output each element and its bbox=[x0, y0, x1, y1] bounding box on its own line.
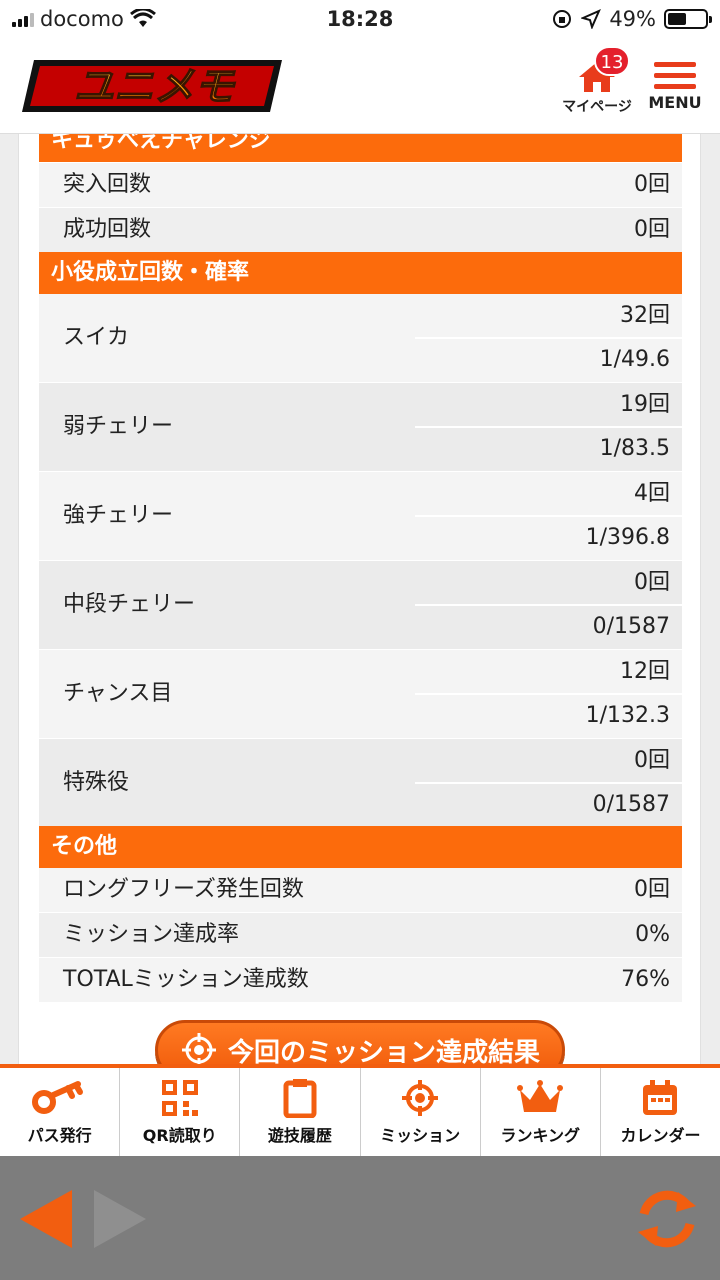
back-arrow-icon[interactable] bbox=[18, 1188, 74, 1250]
stat-label: ロングフリーズ発生回数 bbox=[63, 877, 304, 902]
tab-calendar[interactable]: カレンダー bbox=[601, 1068, 720, 1156]
stat-value: 0回 bbox=[634, 172, 670, 197]
tab-pass[interactable]: パス発行 bbox=[0, 1068, 121, 1156]
stat-row: ミッション達成率 0% bbox=[39, 913, 682, 957]
role-count: 32回 bbox=[620, 303, 670, 328]
tab-qr[interactable]: QR読取り bbox=[120, 1068, 241, 1156]
stat-row: TOTALミッション達成数 76% bbox=[39, 958, 682, 1002]
stat-row: ロングフリーズ発生回数 0回 bbox=[39, 868, 682, 912]
mission-result-label: 今回のミッション達成結果 bbox=[227, 1037, 540, 1065]
role-label: チャンス目 bbox=[63, 681, 173, 706]
section-title-challenge: キュゥべえチャレンジ bbox=[39, 134, 682, 162]
carrier-info: docomo bbox=[12, 7, 156, 31]
tab-label: パス発行 bbox=[27, 1126, 92, 1145]
stat-label: 成功回数 bbox=[63, 217, 152, 242]
tab-label: 遊技履歴 bbox=[267, 1126, 332, 1145]
tab-ranking[interactable]: ランキング bbox=[481, 1068, 601, 1156]
stat-row: 突入回数 0回 bbox=[39, 163, 682, 207]
role-row: 弱チェリー 19回 1/83.5 bbox=[39, 383, 682, 471]
role-label: 弱チェリー bbox=[63, 414, 174, 439]
section-title-roles: 小役成立回数・確率 bbox=[39, 252, 682, 294]
stat-value: 0回 bbox=[634, 217, 670, 242]
role-label: 強チェリー bbox=[63, 503, 174, 528]
role-rate: 0/1587 bbox=[592, 614, 670, 639]
role-rate: 0/1587 bbox=[592, 792, 670, 817]
reload-icon[interactable] bbox=[632, 1184, 702, 1254]
stat-value: 0% bbox=[635, 922, 670, 947]
role-row: 特殊役 0回 0/1587 bbox=[39, 739, 682, 827]
qr-icon bbox=[161, 1080, 198, 1116]
menu-button[interactable]: MENU bbox=[646, 62, 704, 112]
clock: 18:28 bbox=[326, 7, 394, 31]
forward-arrow-icon[interactable] bbox=[92, 1188, 148, 1250]
role-count: 19回 bbox=[620, 392, 670, 417]
logo-text: ユニメモ bbox=[74, 64, 236, 110]
browser-toolbar bbox=[0, 1156, 720, 1280]
tab-mission[interactable]: ミッション bbox=[361, 1068, 481, 1156]
role-row: スイカ 32回 1/49.6 bbox=[39, 294, 682, 382]
menu-label: MENU bbox=[648, 93, 702, 112]
mypage-label: マイページ bbox=[562, 99, 632, 115]
stat-value: 0回 bbox=[634, 877, 670, 902]
stat-label: ミッション達成率 bbox=[63, 922, 240, 947]
tab-label: QR読取り bbox=[142, 1126, 217, 1145]
battery-icon bbox=[664, 9, 712, 29]
tab-label: ミッション bbox=[380, 1126, 461, 1145]
role-rate: 1/132.3 bbox=[585, 703, 670, 728]
role-label: 中段チェリー bbox=[63, 592, 196, 617]
tab-label: ランキング bbox=[500, 1126, 581, 1145]
stat-value: 76% bbox=[621, 967, 670, 992]
clipboard-icon bbox=[283, 1079, 317, 1118]
tab-label: カレンダー bbox=[620, 1126, 701, 1145]
signal-icon bbox=[12, 11, 34, 27]
key-icon bbox=[31, 1081, 83, 1114]
unimemo-logo[interactable]: ユニメモ bbox=[20, 54, 288, 118]
role-row: 強チェリー 4回 1/396.8 bbox=[39, 472, 682, 560]
stat-label: 突入回数 bbox=[63, 172, 152, 197]
notification-badge: 13 bbox=[594, 46, 630, 76]
app-header: ユニメモ 13 マイページ MENU bbox=[0, 40, 720, 134]
target-icon bbox=[402, 1080, 439, 1116]
orientation-lock-icon bbox=[553, 10, 572, 28]
role-rate: 1/49.6 bbox=[599, 347, 670, 372]
role-row: 中段チェリー 0回 0/1587 bbox=[39, 561, 682, 649]
status-bar: docomo 18:28 49% bbox=[0, 0, 720, 40]
stats-panel: キュゥべえチャレンジ 突入回数 0回 成功回数 0回 小役成立回数・確率 スイカ… bbox=[18, 134, 701, 1064]
wifi-icon bbox=[129, 9, 156, 27]
role-rate: 1/83.5 bbox=[599, 436, 670, 461]
stat-row: 成功回数 0回 bbox=[39, 208, 682, 252]
role-row: チャンス目 12回 1/132.3 bbox=[39, 650, 682, 738]
role-count: 12回 bbox=[620, 659, 670, 684]
battery-percent: 49% bbox=[609, 7, 656, 31]
role-count: 4回 bbox=[634, 481, 670, 506]
mypage-button[interactable]: 13 マイページ bbox=[562, 46, 632, 116]
calendar-icon bbox=[643, 1080, 678, 1115]
section-title-other: その他 bbox=[39, 826, 682, 868]
bottom-tab-bar: パス発行 QR読取り 遊技履歴 ミッション ランキング bbox=[0, 1064, 720, 1156]
role-count: 0回 bbox=[634, 570, 670, 595]
tab-history[interactable]: 遊技履歴 bbox=[240, 1068, 361, 1156]
location-icon bbox=[581, 9, 602, 29]
hamburger-icon bbox=[646, 62, 704, 89]
target-icon bbox=[181, 1033, 216, 1064]
status-right: 49% bbox=[551, 7, 712, 31]
carrier-name: docomo bbox=[40, 7, 124, 31]
role-label: 特殊役 bbox=[63, 770, 130, 795]
mission-result-button[interactable]: 今回のミッション達成結果 bbox=[155, 1020, 565, 1064]
role-rate: 1/396.8 bbox=[585, 525, 670, 550]
role-label: スイカ bbox=[63, 325, 130, 350]
stat-label: TOTALミッション達成数 bbox=[63, 967, 309, 992]
role-count: 0回 bbox=[634, 748, 670, 773]
crown-icon bbox=[517, 1080, 564, 1112]
